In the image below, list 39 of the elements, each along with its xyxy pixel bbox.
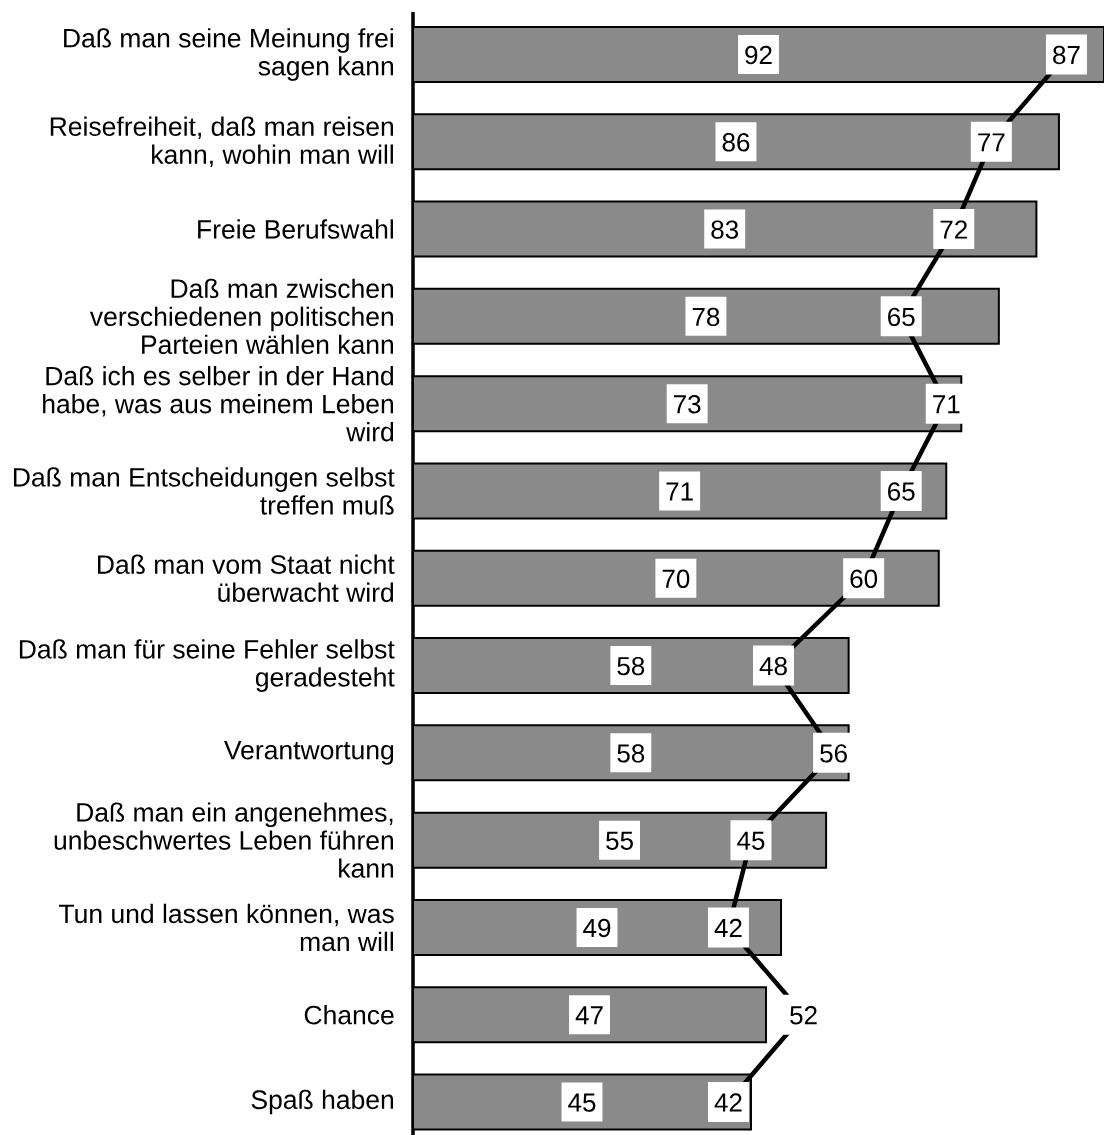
y-tick-label: Daß man zwischen verschiedenen politischen Parteien wählen kann [89,278,394,355]
data-label: 47 [575,1006,603,1025]
data-label: 60 [850,569,878,588]
data-label: 73 [674,395,701,414]
data-label: 83 [711,220,739,239]
data-label: 45 [737,831,765,850]
y-tick-label: Freie Berufswahl [198,219,393,239]
y-tick-label: Daß man Entscheidungen selbst treffen muß [13,467,395,515]
data-label: 45 [568,1093,596,1112]
y-tick-label: Daß ich es selber in der Hand habe, was aus meinem Leben wird [43,365,394,442]
y-tick-label: Daß man für seine Fehler selbst geradesteht [19,639,395,692]
data-label: 86 [722,133,750,152]
y-tick-label: Verantwortung [224,740,394,765]
y-tick-label: Tun und lassen können, was man will [59,903,394,952]
data-label: 58 [617,656,645,676]
data-label: 48 [759,656,787,676]
data-label: 65 [888,307,915,327]
y-tick-label: Reisefreiheit, daß man reisen kann, wohin man will [50,116,394,168]
data-label: 65 [888,482,915,501]
data-label: 70 [662,569,690,588]
data-label: 78 [692,307,720,327]
data-label: 72 [940,220,967,239]
y-tick-label: Daß man ein angenehmes, unbeschwertes Leben führen kann [54,802,394,878]
data-label: 55 [606,831,633,850]
data-label: 42 [714,1093,742,1112]
data-label: 56 [820,744,847,763]
data-label: 58 [617,744,645,763]
data-label: 87 [1053,45,1080,65]
y-tick-label: Spaß haben [251,1089,394,1115]
data-label: 52 [790,1006,817,1025]
data-label: 77 [978,133,1005,152]
y-tick-label: Daß man vom Staat nicht überwacht wird [97,554,395,602]
y-tick-label: Chance [304,1004,394,1025]
data-label: 92 [745,45,772,65]
data-label: 42 [714,918,742,937]
data-label: 71 [933,395,960,414]
data-label: 49 [583,918,611,938]
y-tick-label: Daß man seine Meinung frei sagen kann [64,28,394,81]
data-label: 71 [666,482,693,501]
